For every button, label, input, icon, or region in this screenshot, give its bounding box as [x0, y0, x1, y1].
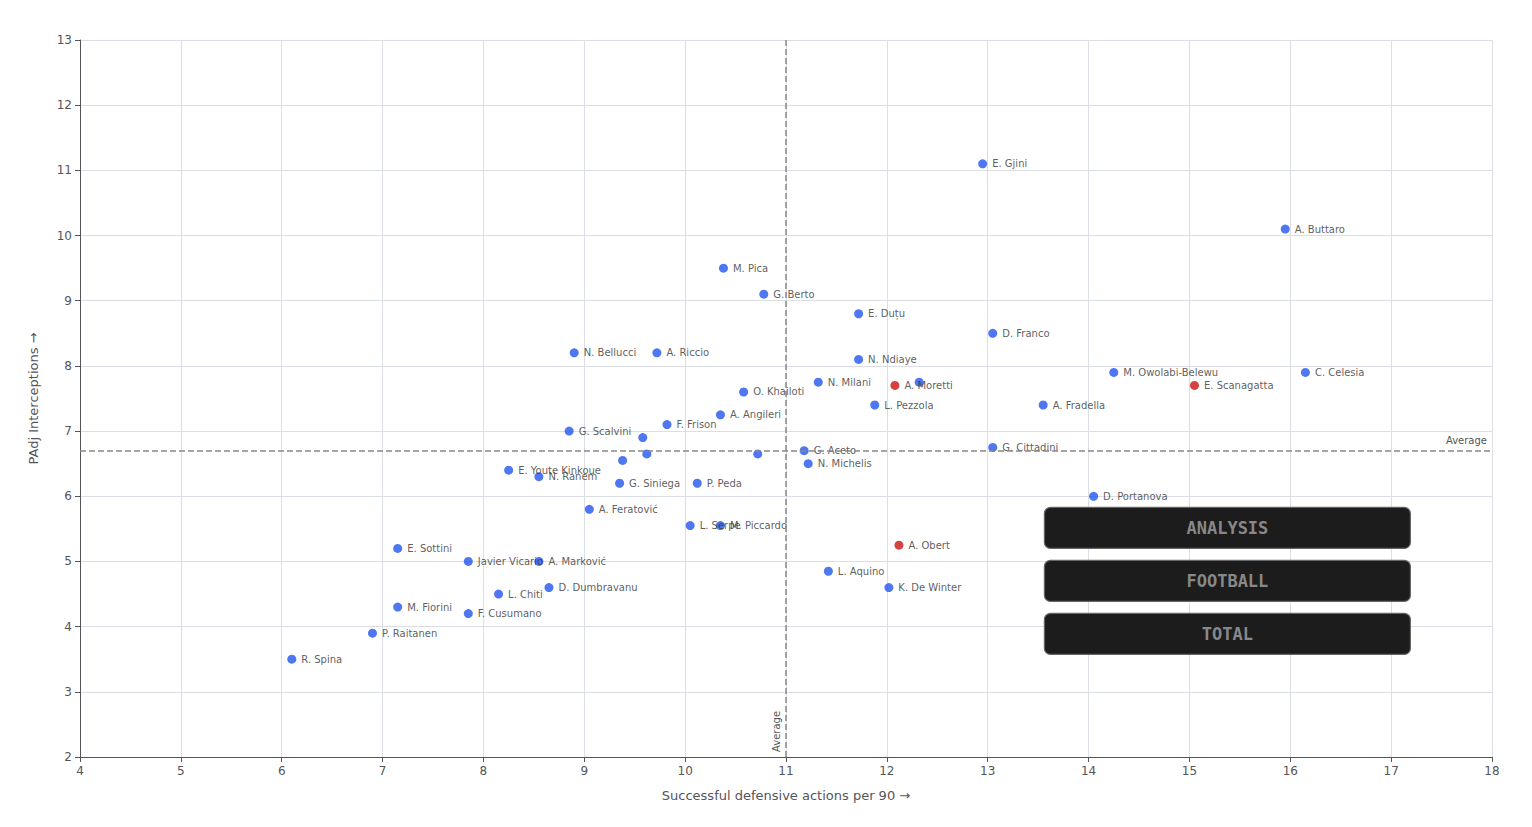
svg-text:8: 8 — [480, 764, 488, 778]
svg-text:A. Obert: A. Obert — [908, 540, 950, 551]
svg-text:PAdj Interceptions →: PAdj Interceptions → — [26, 332, 41, 464]
svg-text:7: 7 — [379, 764, 387, 778]
svg-text:FOOTBALL: FOOTBALL — [1186, 571, 1268, 591]
svg-text:16: 16 — [1283, 764, 1298, 778]
svg-text:10: 10 — [678, 764, 693, 778]
svg-text:12: 12 — [879, 764, 894, 778]
svg-text:12: 12 — [57, 98, 72, 112]
svg-text:8: 8 — [64, 359, 72, 373]
svg-text:3: 3 — [64, 685, 72, 699]
svg-text:D. Franco: D. Franco — [1002, 328, 1049, 339]
svg-text:G. Aceto: G. Aceto — [813, 445, 857, 457]
svg-text:5: 5 — [64, 554, 72, 568]
svg-text:13: 13 — [980, 764, 995, 778]
svg-text:A. Moretti: A. Moretti — [904, 380, 952, 391]
svg-text:N. Ndiaye: N. Ndiaye — [868, 354, 917, 365]
svg-text:10: 10 — [57, 229, 72, 243]
svg-text:9: 9 — [580, 764, 588, 778]
svg-text:M. Fiorini: M. Fiorini — [407, 602, 452, 613]
svg-text:N. Bellucci: N. Bellucci — [584, 347, 637, 358]
svg-text:ANALYSIS: ANALYSIS — [1186, 518, 1268, 538]
svg-text:7: 7 — [64, 424, 72, 438]
svg-text:13: 13 — [57, 33, 72, 47]
svg-text:A. Angileri: A. Angileri — [730, 409, 781, 420]
svg-text:E. Duțu: E. Duțu — [868, 308, 905, 320]
svg-text:Successful defensive actions p: Successful defensive actions per 90 → — [662, 788, 910, 803]
svg-text:G. Cittadini: G. Cittadini — [1002, 441, 1059, 453]
svg-text:E. Scanagatta: E. Scanagatta — [1204, 380, 1274, 391]
svg-text:M. Piccardo: M. Piccardo — [730, 520, 787, 531]
svg-text:5: 5 — [177, 764, 185, 778]
svg-text:L. Serpe: L. Serpe — [699, 520, 741, 532]
svg-text:18: 18 — [1484, 764, 1499, 778]
svg-text:A. Fradella: A. Fradella — [1053, 400, 1105, 411]
svg-text:C. Celesia: C. Celesia — [1315, 367, 1365, 378]
svg-text:D. Portanova: D. Portanova — [1103, 491, 1168, 502]
svg-text:TOTAL: TOTAL — [1202, 624, 1253, 644]
svg-text:M. Owolabi-Belewu: M. Owolabi-Belewu — [1123, 367, 1218, 378]
svg-text:L. Chiti: L. Chiti — [508, 589, 543, 600]
svg-text:L. Aquino: L. Aquino — [838, 566, 885, 577]
svg-text:6: 6 — [278, 764, 286, 778]
svg-text:17: 17 — [1384, 764, 1399, 778]
svg-text:M. Pica: M. Pica — [733, 263, 768, 274]
svg-text:11: 11 — [778, 764, 793, 778]
svg-text:14: 14 — [1081, 764, 1096, 778]
svg-text:E. Sottini: E. Sottini — [407, 543, 452, 554]
svg-text:E. Gjini: E. Gjini — [992, 158, 1027, 169]
svg-text:G. Siniega: G. Siniega — [629, 478, 680, 489]
svg-text:N. Milani: N. Milani — [828, 377, 871, 388]
svg-text:E. Youte Kinkoue: E. Youte Kinkoue — [518, 465, 601, 476]
svg-text:4: 4 — [76, 764, 84, 778]
svg-text:A. Riccio: A. Riccio — [666, 347, 709, 358]
svg-text:Average: Average — [771, 711, 782, 752]
svg-text:K. De Winter: K. De Winter — [898, 582, 962, 593]
svg-text:R. Spina: R. Spina — [301, 654, 342, 665]
svg-text:15: 15 — [1182, 764, 1197, 778]
svg-text:11: 11 — [57, 163, 72, 177]
svg-text:A. Buttaro: A. Buttaro — [1295, 224, 1345, 235]
svg-text:Javier Vicario: Javier Vicario — [477, 556, 543, 567]
svg-text:D. Dumbravanu: D. Dumbravanu — [558, 582, 637, 593]
svg-text:A. Feratović: A. Feratović — [599, 504, 658, 515]
svg-text:G. Scalvini: G. Scalvini — [579, 426, 632, 437]
svg-text:9: 9 — [64, 294, 72, 308]
svg-text:Average: Average — [1446, 435, 1487, 446]
svg-text:O. Khailoti: O. Khailoti — [753, 386, 804, 397]
svg-text:A. Marković: A. Marković — [548, 556, 606, 567]
svg-text:N. Michelis: N. Michelis — [818, 458, 872, 469]
svg-text:P. Peda: P. Peda — [707, 478, 742, 489]
svg-text:6: 6 — [64, 489, 72, 503]
svg-text:F. Frison: F. Frison — [676, 419, 716, 430]
svg-text:2: 2 — [64, 750, 72, 764]
svg-text:N. Ranem: N. Ranem — [548, 471, 598, 483]
svg-text:4: 4 — [64, 620, 72, 634]
svg-text:F. Cusumano: F. Cusumano — [478, 608, 542, 619]
svg-text:L. Pezzola: L. Pezzola — [884, 400, 933, 411]
svg-text:P. Raitanen: P. Raitanen — [382, 628, 437, 639]
svg-text:G. Berto: G. Berto — [773, 289, 814, 300]
